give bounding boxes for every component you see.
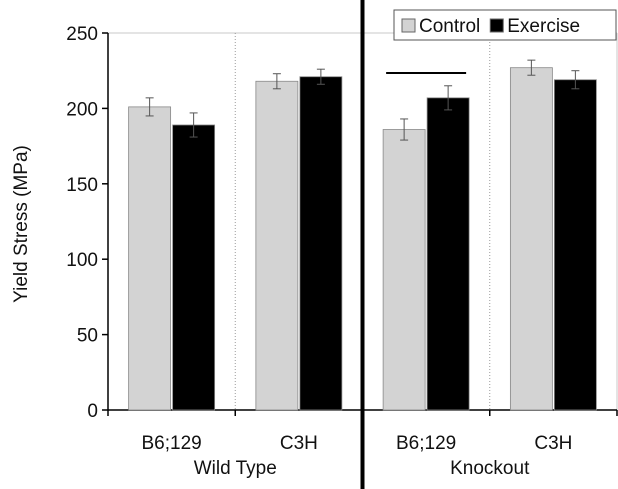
y-tick-label: 200 bbox=[66, 99, 98, 120]
bar-control bbox=[255, 80, 299, 411]
chart-error-bars bbox=[145, 59, 580, 141]
bar-exercise bbox=[426, 97, 470, 411]
group-label: Knockout bbox=[450, 458, 530, 479]
category-label: C3H bbox=[534, 433, 572, 454]
legend-swatch-exercise bbox=[489, 18, 504, 33]
bar-exercise bbox=[553, 79, 597, 411]
bar-exercise bbox=[299, 76, 343, 411]
legend-label: Control bbox=[419, 16, 480, 37]
bar-control bbox=[382, 129, 426, 411]
bar-exercise bbox=[172, 124, 216, 411]
y-tick-label: 100 bbox=[66, 250, 98, 271]
chart-bars bbox=[128, 67, 597, 411]
bar-control bbox=[128, 106, 172, 411]
y-tick-label: 0 bbox=[87, 401, 98, 422]
y-axis-title: Yield Stress (MPa) bbox=[11, 145, 32, 303]
bar-control bbox=[509, 67, 553, 411]
category-label: C3H bbox=[280, 433, 318, 454]
legend: Control Exercise bbox=[393, 9, 617, 41]
category-label: B6;129 bbox=[396, 433, 456, 454]
group-label: Wild Type bbox=[194, 458, 277, 479]
category-label: B6;129 bbox=[142, 433, 202, 454]
y-tick-label: 50 bbox=[77, 326, 98, 347]
legend-label: Exercise bbox=[507, 16, 580, 37]
y-tick-label: 150 bbox=[66, 175, 98, 196]
legend-box bbox=[393, 9, 617, 41]
legend-swatch-control bbox=[401, 18, 416, 33]
y-tick-label: 250 bbox=[66, 24, 98, 45]
